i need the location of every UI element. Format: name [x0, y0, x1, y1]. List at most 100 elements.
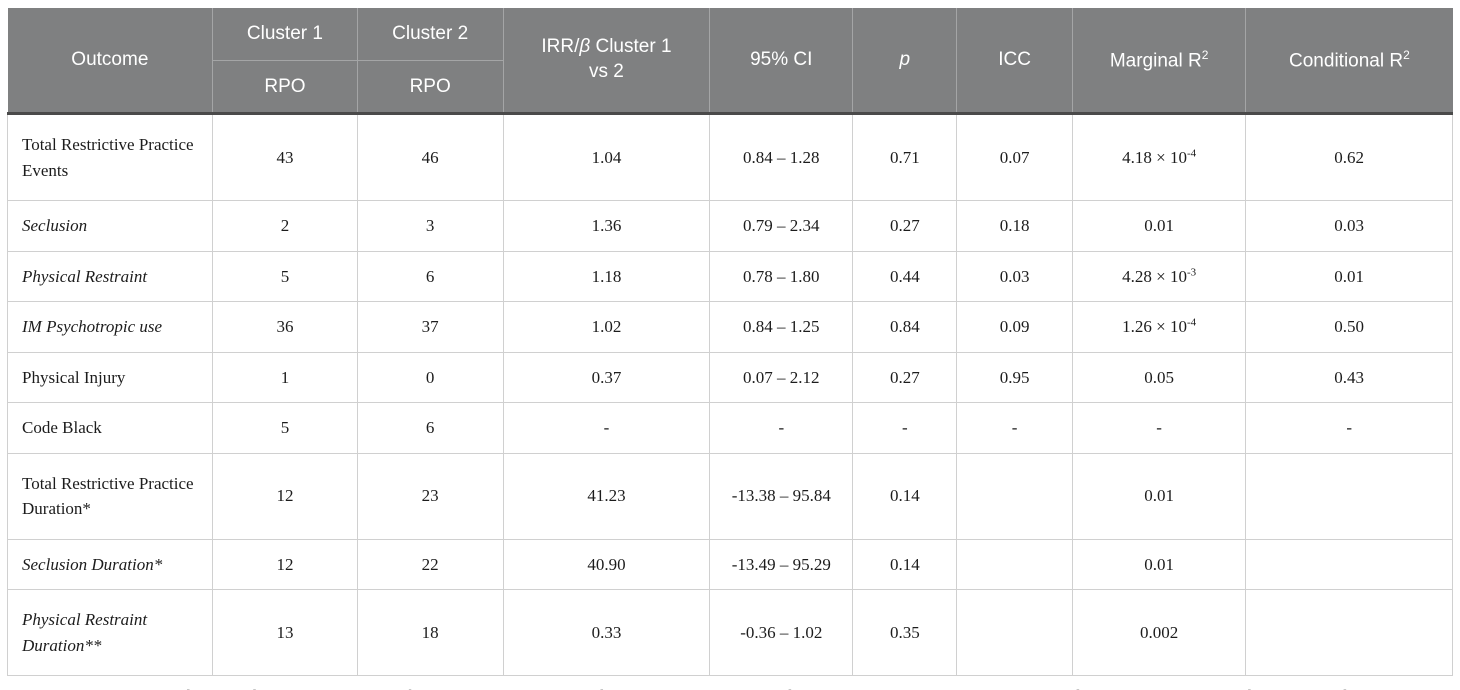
col-header-conditional-r2: Conditional R2 [1245, 8, 1453, 114]
cell-marginal-r2: 4.28 × 10-3 [1071, 250, 1247, 302]
cell-cluster1-rpo: 13 [212, 589, 358, 676]
cell-conditional-r2: 0.01 [1245, 250, 1453, 302]
cell-icc: 0.09 [956, 301, 1073, 353]
cell-cluster1-rpo: 12 [212, 452, 358, 540]
cell-irr: 40.90 [502, 538, 711, 590]
cell-outcome: Physical Restraint Duration** [6, 589, 214, 676]
col-header-irr-beta: IRR/β Cluster 1 vs 2 [502, 8, 710, 114]
cell-marginal-r2: 1.26 × 10-4 [1071, 301, 1247, 353]
table-row: Seclusion Duration* 12 22 40.90 -13.49 –… [6, 538, 1453, 590]
cell-marginal-r2: 0.01 [1071, 538, 1247, 590]
cell-cluster1-rpo: 12 [212, 538, 358, 590]
subheader-rpo-cluster1: RPO [212, 60, 358, 114]
table-body: Total Restrictive Practice Events 43 46 … [6, 112, 1453, 676]
cell-ci: 0.07 – 2.12 [709, 351, 854, 403]
cell-irr: 0.33 [502, 589, 711, 676]
cell-cluster1-rpo: 5 [212, 402, 358, 454]
cell-outcome: Seclusion [6, 200, 214, 252]
cell-irr: 0.37 [502, 351, 711, 403]
cell-outcome: Total Restrictive Practice Duration* [6, 452, 214, 540]
cell-ci: -13.38 – 95.84 [709, 452, 854, 540]
cell-icc: 0.03 [956, 250, 1073, 302]
table-row: Physical Restraint Duration** 13 18 0.33… [6, 589, 1453, 676]
cell-cluster1-rpo: 5 [212, 250, 358, 302]
cell-outcome: Physical Injury [6, 351, 214, 403]
cell-icc: - [956, 402, 1073, 454]
cell-p: 0.14 [852, 538, 958, 590]
cell-cluster1-rpo: 36 [212, 301, 358, 353]
cell-outcome: Code Black [6, 402, 214, 454]
cell-irr: 1.36 [502, 200, 711, 252]
subheader-rpo-cluster2: RPO [356, 60, 504, 114]
cell-icc: 0.07 [956, 112, 1073, 201]
cell-conditional-r2: - [1245, 402, 1453, 454]
col-header-cluster1: Cluster 1 [212, 8, 358, 61]
cell-outcome: Seclusion Duration* [6, 538, 214, 590]
cell-p: 0.27 [852, 351, 958, 403]
cell-p: 0.71 [852, 112, 958, 201]
cell-p: 0.14 [852, 452, 958, 540]
cell-cluster2-rpo: 37 [356, 301, 504, 353]
cell-ci: 0.79 – 2.34 [709, 200, 854, 252]
cell-ci: 0.84 – 1.28 [709, 112, 854, 201]
cell-conditional-r2 [1245, 452, 1453, 540]
cell-icc: 0.95 [956, 351, 1073, 403]
cell-irr: - [502, 402, 711, 454]
cell-cluster2-rpo: 6 [356, 402, 504, 454]
table-row: Total Restrictive Practice Duration* 12 … [6, 452, 1453, 540]
cell-p: 0.44 [852, 250, 958, 302]
cell-cluster2-rpo: 18 [356, 589, 504, 676]
cell-irr: 1.04 [502, 112, 711, 201]
col-header-icc: ICC [956, 8, 1073, 114]
col-header-outcome: Outcome [7, 8, 213, 114]
cell-conditional-r2: 0.03 [1245, 200, 1453, 252]
cell-marginal-r2: - [1071, 402, 1247, 454]
cell-conditional-r2: 0.50 [1245, 301, 1453, 353]
col-header-marginal-r2: Marginal R2 [1071, 8, 1246, 114]
cell-outcome: IM Psychotropic use [6, 301, 214, 353]
col-header-ci: 95% CI [709, 8, 853, 114]
cell-p: 0.84 [852, 301, 958, 353]
cell-marginal-r2: 0.05 [1071, 351, 1247, 403]
table-row: Total Restrictive Practice Events 43 46 … [6, 112, 1453, 201]
cell-irr: 1.18 [502, 250, 711, 302]
cell-marginal-r2: 0.002 [1071, 589, 1247, 676]
cell-cluster2-rpo: 6 [356, 250, 504, 302]
cell-conditional-r2: 0.43 [1245, 351, 1453, 403]
col-header-cluster2: Cluster 2 [356, 8, 504, 61]
results-table: Outcome Cluster 1 Cluster 2 IRR/β Cluste… [6, 8, 1453, 676]
table-row: Physical Restraint 5 6 1.18 0.78 – 1.80 … [6, 250, 1453, 302]
table-row: IM Psychotropic use 36 37 1.02 0.84 – 1.… [6, 301, 1453, 353]
cell-p: 0.35 [852, 589, 958, 676]
cell-cluster2-rpo: 46 [356, 112, 504, 201]
table-footnote: β, estimate for continuous data (i.e., d… [7, 684, 1453, 690]
cell-conditional-r2 [1245, 589, 1453, 676]
cell-marginal-r2: 0.01 [1071, 452, 1247, 540]
cell-icc [956, 589, 1073, 676]
cell-marginal-r2: 0.01 [1071, 200, 1247, 252]
cell-conditional-r2 [1245, 538, 1453, 590]
cell-outcome: Physical Restraint [6, 250, 214, 302]
cell-cluster2-rpo: 0 [356, 351, 504, 403]
cell-conditional-r2: 0.62 [1245, 112, 1453, 201]
table-row: Code Black 5 6 - - - - - - [6, 402, 1453, 454]
cell-outcome: Total Restrictive Practice Events [6, 112, 214, 201]
col-header-p: p [852, 8, 957, 114]
cell-ci: -0.36 – 1.02 [709, 589, 854, 676]
cell-cluster1-rpo: 2 [212, 200, 358, 252]
cell-cluster2-rpo: 23 [356, 452, 504, 540]
table-row: Physical Injury 1 0 0.37 0.07 – 2.12 0.2… [6, 351, 1453, 403]
cell-marginal-r2: 4.18 × 10-4 [1071, 112, 1247, 201]
cell-irr: 41.23 [502, 452, 711, 540]
cell-p: - [852, 402, 958, 454]
cell-ci: 0.78 – 1.80 [709, 250, 854, 302]
cell-cluster1-rpo: 43 [212, 112, 358, 201]
table-header: Outcome Cluster 1 Cluster 2 IRR/β Cluste… [7, 8, 1453, 114]
cell-irr: 1.02 [502, 301, 711, 353]
cell-ci: - [709, 402, 854, 454]
cell-cluster2-rpo: 3 [356, 200, 504, 252]
cell-cluster2-rpo: 22 [356, 538, 504, 590]
cell-cluster1-rpo: 1 [212, 351, 358, 403]
cell-icc [956, 452, 1073, 540]
